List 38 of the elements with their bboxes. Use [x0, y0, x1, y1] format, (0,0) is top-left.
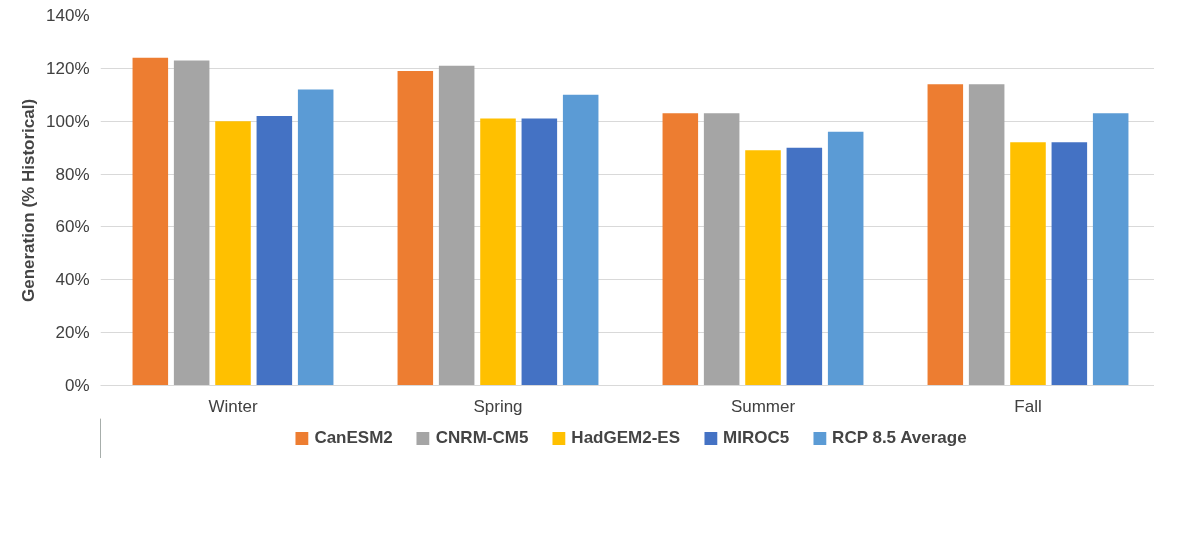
bar [786, 147, 823, 386]
bar [1010, 142, 1046, 386]
bar [827, 131, 864, 386]
y-tick-label: 80% [55, 164, 90, 184]
bar [215, 121, 251, 386]
y-tick-label: 120% [46, 58, 90, 78]
y-tick-label: 0% [64, 376, 90, 395]
bar [703, 113, 740, 386]
x-tick-label: Fall [1014, 396, 1042, 416]
y-axis-title: Generation (% Historical) [19, 98, 39, 303]
legend-label: CanESM2 [314, 428, 393, 448]
y-tick-label: 40% [55, 270, 90, 290]
bar [1092, 113, 1129, 386]
bar [662, 113, 699, 386]
legend-label: HadGEM2-ES [571, 428, 680, 448]
bar [521, 118, 558, 386]
bar [256, 115, 293, 386]
x-tick-label: Summer [730, 396, 796, 416]
legend-label: MIROC5 [722, 428, 790, 448]
bar [745, 150, 781, 386]
bar [173, 60, 210, 386]
bar [132, 57, 169, 386]
x-tick-label: Spring [473, 396, 523, 416]
y-tick-label: 140% [46, 6, 90, 25]
bar [968, 84, 1005, 386]
bar [927, 84, 964, 386]
bar [480, 118, 516, 386]
y-tick-label: 60% [55, 217, 90, 237]
x-tick-label: Winter [208, 396, 258, 416]
legend-label: RCP 8.5 Average [832, 428, 967, 448]
bar [297, 89, 334, 386]
y-tick-label: 20% [55, 323, 90, 343]
bar [562, 94, 599, 386]
y-tick-label: 100% [46, 111, 90, 131]
bar [1051, 142, 1088, 386]
bar [397, 71, 434, 386]
bar [438, 65, 475, 386]
legend-label: CNRM-CM5 [435, 428, 529, 448]
